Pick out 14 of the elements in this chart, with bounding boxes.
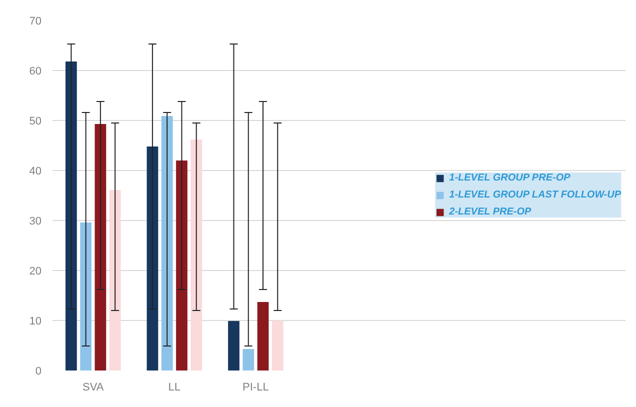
- x-tick-label: SVA: [82, 382, 104, 394]
- legend-label: 2-LEVEL PRE-OP: [449, 206, 532, 218]
- y-tick-label: 40: [29, 166, 42, 178]
- y-tick-label: 60: [29, 66, 42, 78]
- y-tick-label: 10: [29, 316, 42, 328]
- x-tick-label: PI-LL: [242, 382, 269, 394]
- legend-label: 1-LEVEL GROUP PRE-OP: [449, 172, 570, 184]
- legend-label: 1-LEVEL GROUP LAST FOLLOW-UP: [449, 190, 621, 200]
- y-tick-label: 70: [29, 16, 42, 28]
- y-tick-label: 20: [29, 266, 42, 278]
- y-tick-label: 0: [35, 366, 42, 378]
- y-tick-label: 30: [29, 216, 42, 228]
- x-tick-label: LL: [168, 382, 181, 394]
- y-tick-label: 50: [29, 116, 42, 128]
